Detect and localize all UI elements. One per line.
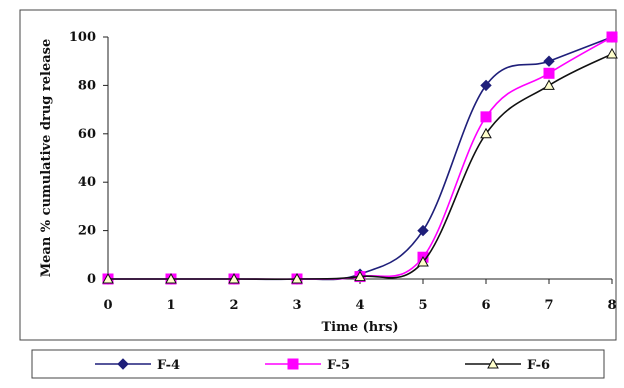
x-tick-label: 1 bbox=[166, 298, 175, 313]
data-point bbox=[417, 224, 429, 237]
x-tick-label: 0 bbox=[103, 298, 112, 313]
data-point bbox=[102, 272, 114, 284]
y-tick-label: 20 bbox=[78, 224, 96, 239]
x-tick-label: 6 bbox=[481, 298, 490, 313]
x-axis-title: Time (hrs) bbox=[321, 320, 398, 335]
x-tick-label: 8 bbox=[607, 298, 616, 313]
legend: F-4 F-5 F-6 bbox=[95, 357, 550, 373]
plot-area bbox=[108, 37, 612, 279]
data-point bbox=[480, 111, 492, 123]
series-layer bbox=[102, 31, 618, 285]
data-point bbox=[606, 47, 618, 59]
data-point bbox=[480, 79, 492, 92]
data-point bbox=[291, 272, 303, 284]
series-f-6 bbox=[102, 47, 618, 284]
data-point bbox=[480, 127, 492, 139]
x-tick-label: 3 bbox=[292, 298, 301, 313]
legend-marker bbox=[287, 358, 299, 370]
data-point bbox=[354, 270, 366, 282]
data-point bbox=[543, 79, 555, 90]
data-point bbox=[606, 31, 618, 43]
legend-marker bbox=[487, 357, 499, 369]
data-point bbox=[165, 272, 177, 284]
legend-item-f-5: F-5 bbox=[265, 358, 350, 373]
data-point bbox=[228, 272, 240, 284]
y-tick-label: 40 bbox=[78, 175, 96, 190]
y-tick-label: 80 bbox=[78, 78, 96, 93]
series-line bbox=[108, 53, 613, 280]
data-point bbox=[543, 55, 555, 67]
data-point bbox=[417, 256, 429, 267]
legend-label: F-5 bbox=[327, 358, 350, 373]
legend-item-f-6: F-6 bbox=[465, 357, 550, 373]
x-tick-label: 2 bbox=[229, 298, 238, 313]
legend-marker bbox=[117, 358, 129, 370]
legend-item-f-4: F-4 bbox=[95, 358, 180, 373]
legend-label: F-4 bbox=[157, 358, 180, 373]
x-tick-label: 5 bbox=[418, 298, 427, 313]
y-axis-title: Mean % cumulative drug release bbox=[39, 39, 54, 278]
x-tick-label: 4 bbox=[355, 298, 364, 313]
y-tick-label: 0 bbox=[87, 272, 96, 287]
data-point bbox=[543, 67, 555, 79]
legend-label: F-6 bbox=[527, 358, 550, 373]
y-tick-label: 100 bbox=[69, 30, 96, 45]
y-tick-label: 60 bbox=[78, 127, 96, 142]
x-tick-label: 7 bbox=[544, 298, 553, 313]
